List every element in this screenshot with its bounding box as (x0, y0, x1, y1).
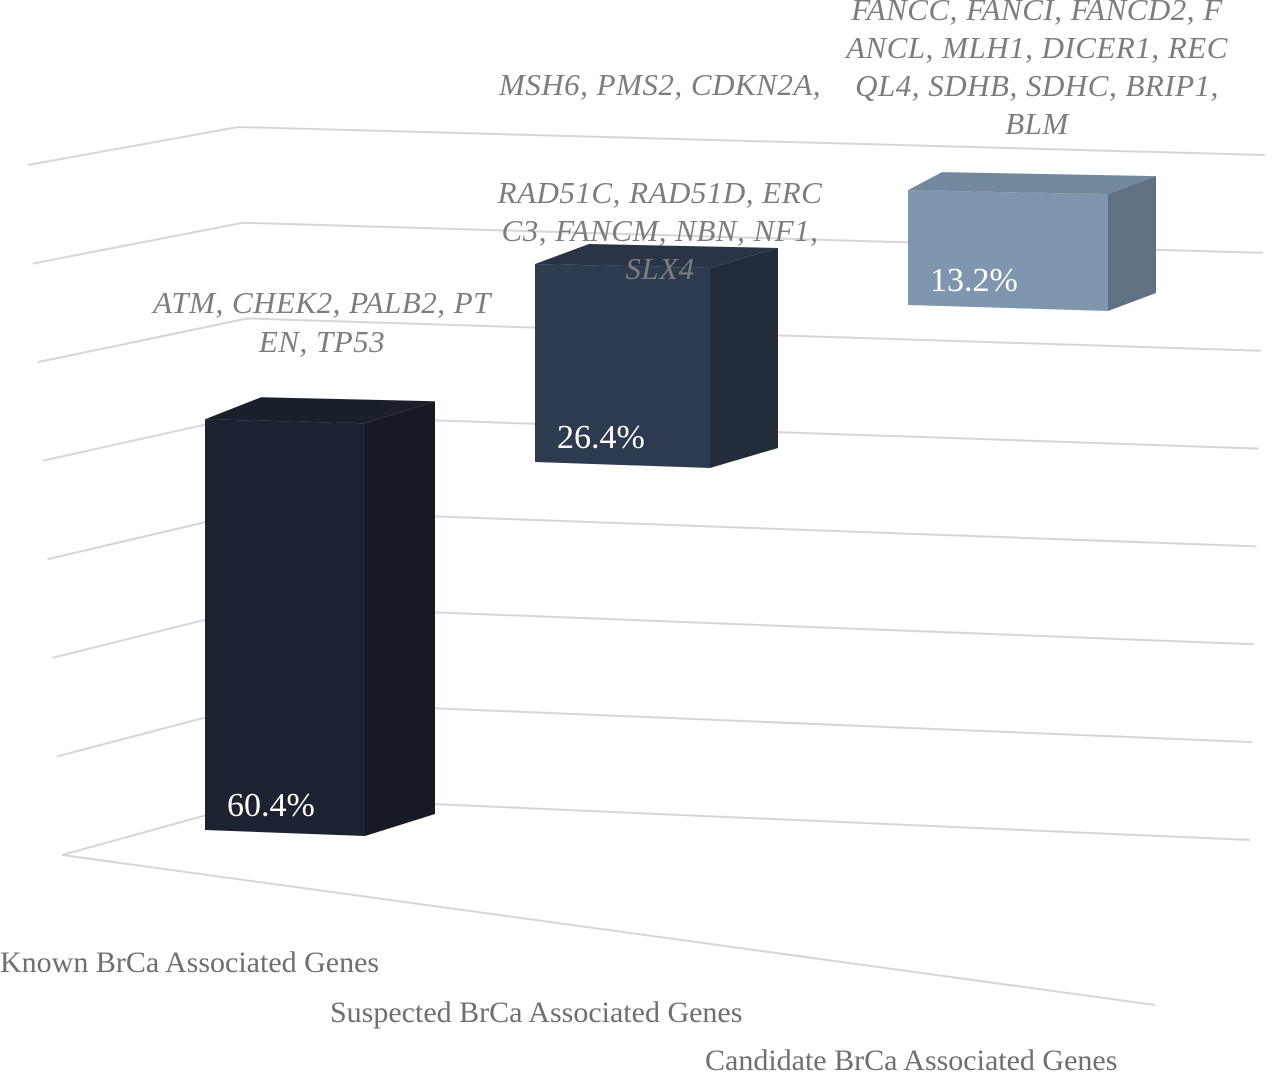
bar-side-face (710, 248, 778, 468)
bar-2: 26.4% (535, 244, 778, 468)
bar-1: 60.4% (205, 397, 435, 836)
gene-annotation-line: BLM (1005, 106, 1070, 141)
category-label: Known BrCa Associated Genes (0, 946, 379, 979)
bar-top-face (908, 172, 1156, 195)
gene-annotation-line: FANCC, FANCI, FANCD2, F (850, 0, 1223, 27)
gene-annotation-line: EN, TP53 (258, 324, 385, 359)
gene-annotation-line: QL4, SDHB, SDHC, BRIP1, (855, 68, 1219, 103)
bar-value-label: 26.4% (557, 419, 645, 456)
category-label: Suspected BrCa Associated Genes (330, 996, 742, 1029)
bar-side-face (1108, 176, 1156, 311)
bar-value-label: 13.2% (930, 262, 1018, 299)
bar-3: 13.2% (908, 172, 1156, 311)
bar-front-face (535, 264, 710, 468)
gene-annotation-line: ANCL, MLH1, DICER1, REC (844, 30, 1228, 65)
gene-annotation-line: ATM, CHEK2, PALB2, PT (151, 285, 493, 320)
gene-annotation-line: MSH6, PMS2, CDKN2A, (498, 67, 821, 102)
bar-side-face (365, 401, 435, 836)
gene-annotation-line: C3, FANCM, NBN, NF1, (502, 213, 819, 248)
gridline (27, 125, 1266, 166)
bar-value-label: 60.4% (227, 787, 315, 824)
floor-edge (61, 854, 1156, 1006)
gene-annotation-line: SLX4 (625, 251, 694, 286)
gene-annotation-line: RAD51C, RAD51D, ERC (497, 175, 823, 210)
category-axis-labels: Known BrCa Associated Genes Suspected BrC… (0, 946, 1117, 1077)
bar-front-face (908, 190, 1108, 311)
bar-top-face (205, 397, 435, 424)
bar-front-face (205, 419, 365, 836)
bar-top-face (535, 244, 778, 268)
gene-annotations: ATM, CHEK2, PALB2, PT EN, TP53 MSH6, PMS2,… (151, 0, 1228, 359)
category-label: Candidate BrCa Associated Genes (705, 1044, 1117, 1077)
gridline (37, 317, 1261, 364)
bar-series: 60.4% 26.4% 13.2% (205, 172, 1156, 836)
